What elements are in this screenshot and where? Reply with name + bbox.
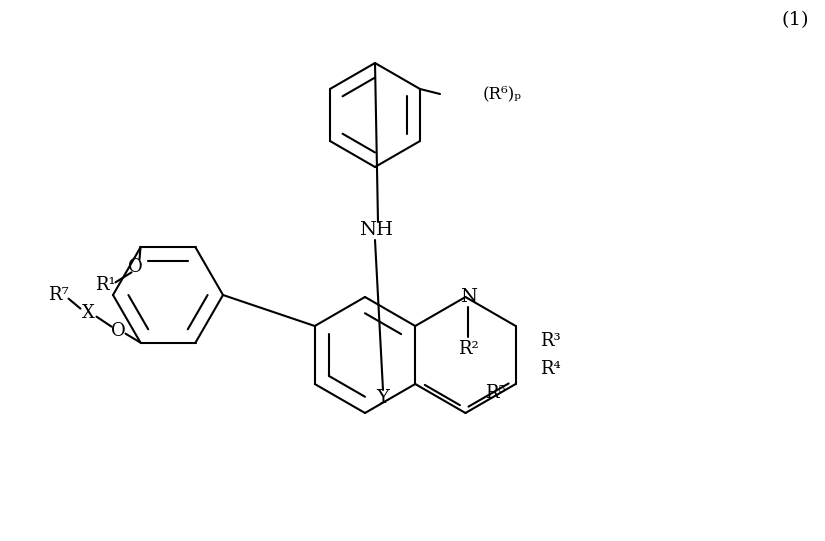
Text: R⁵: R⁵ [485, 384, 506, 402]
Text: N: N [460, 288, 477, 306]
Text: R²: R² [458, 340, 478, 358]
Text: R⁷: R⁷ [48, 286, 68, 304]
Text: O: O [111, 322, 126, 340]
Text: (1): (1) [781, 11, 808, 29]
Text: NH: NH [359, 221, 393, 239]
Text: R⁴: R⁴ [540, 360, 561, 378]
Text: (R⁶)ₚ: (R⁶)ₚ [483, 85, 522, 102]
Text: O: O [128, 259, 143, 276]
Text: X: X [82, 304, 95, 322]
Text: R¹: R¹ [95, 276, 116, 294]
Text: R³: R³ [540, 332, 561, 350]
Text: Y: Y [376, 389, 389, 407]
